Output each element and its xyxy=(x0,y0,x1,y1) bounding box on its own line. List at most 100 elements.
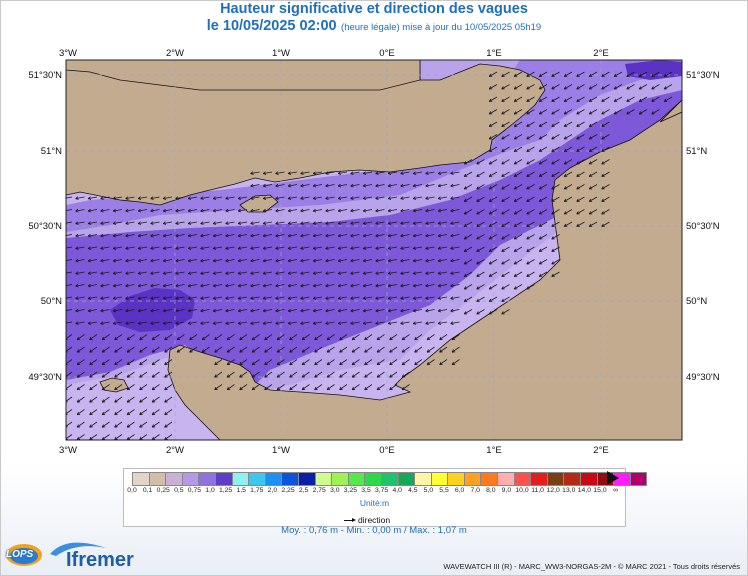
wave-arrow-head xyxy=(563,98,567,102)
wave-arrow xyxy=(489,209,498,215)
wave-arrow xyxy=(313,296,323,299)
wave-arrow-head xyxy=(387,221,391,224)
wave-arrow-head xyxy=(400,208,404,212)
wave-arrow-head xyxy=(551,123,554,127)
wave-arrow-head xyxy=(300,183,304,187)
wave-arrow xyxy=(251,334,260,341)
wave-arrow-head xyxy=(200,321,204,324)
wave-arrow-head xyxy=(400,260,404,263)
wave-arrow-head xyxy=(312,273,317,275)
wave-arrow xyxy=(288,309,298,312)
wave-arrow-head xyxy=(375,321,379,324)
wave-arrow-head xyxy=(237,248,242,250)
wave-arrow xyxy=(88,271,98,274)
wave-arrow-head xyxy=(250,173,254,175)
wave-arrow xyxy=(275,196,285,199)
wave-arrow xyxy=(464,259,473,265)
wave-arrow xyxy=(225,271,235,274)
wave-arrow-head xyxy=(125,210,129,213)
wave-arrow-head xyxy=(362,271,366,274)
wave-arrow-head xyxy=(87,233,91,237)
wave-arrow xyxy=(576,184,585,190)
wave-arrow xyxy=(350,259,360,262)
wave-arrow xyxy=(313,221,323,224)
wave-arrow-head xyxy=(389,336,392,340)
wave-arrow xyxy=(489,296,498,302)
wave-arrow xyxy=(664,71,673,77)
wave-arrow xyxy=(164,371,173,378)
wave-arrow-head xyxy=(150,248,154,250)
wave-arrow xyxy=(639,71,648,77)
wave-arrow-head xyxy=(100,235,104,238)
wave-arrow xyxy=(514,159,523,165)
wave-arrow-head xyxy=(101,374,104,378)
wave-arrow xyxy=(66,359,73,365)
wave-arrow-head xyxy=(237,323,242,325)
wave-arrow-head xyxy=(312,221,316,224)
wave-arrow-head xyxy=(276,361,279,365)
wave-arrow-head xyxy=(613,73,617,77)
wave-arrow xyxy=(275,184,285,187)
wave-arrow xyxy=(125,271,135,274)
wave-arrow-head xyxy=(137,285,142,288)
wave-arrow-head xyxy=(437,321,441,324)
wave-arrow xyxy=(250,259,260,262)
wave-arrow xyxy=(401,371,410,378)
wave-arrow xyxy=(338,171,348,174)
wave-arrow-head xyxy=(501,98,504,102)
wave-arrow xyxy=(300,234,310,237)
wave-arrow-head xyxy=(289,361,292,365)
wave-arrow-head xyxy=(100,258,104,262)
wave-arrow-head xyxy=(125,273,129,275)
wave-arrow xyxy=(238,284,248,287)
wave-arrow xyxy=(450,259,460,262)
wave-arrow-head xyxy=(387,260,392,263)
wave-arrow-head xyxy=(350,183,354,187)
wave-arrow-head xyxy=(164,336,167,340)
wave-arrow xyxy=(126,371,135,378)
scale-value: 8,0 xyxy=(486,487,496,494)
wave-arrow-head xyxy=(250,210,254,213)
wave-arrow-head xyxy=(189,336,192,340)
wave-arrow xyxy=(614,71,623,77)
wave-arrow-head xyxy=(312,246,316,249)
wave-arrow-head xyxy=(362,233,366,237)
wave-arrow xyxy=(400,309,410,312)
wave-arrow-head xyxy=(538,248,542,252)
wave-arrow xyxy=(313,246,323,249)
wave-arrow-head xyxy=(175,271,179,274)
wave-arrow-head xyxy=(137,248,142,250)
wave-arrow-head xyxy=(250,171,254,174)
wave-arrow xyxy=(363,234,373,237)
wave-arrow xyxy=(113,234,123,237)
wave-arrow xyxy=(414,334,423,341)
wave-arrow-head xyxy=(337,221,341,224)
wave-arrow xyxy=(350,221,360,224)
wave-arrow-head xyxy=(139,424,142,428)
wave-arrow xyxy=(125,296,135,299)
wave-arrow-head xyxy=(389,349,392,353)
wave-arrow-head xyxy=(125,260,129,263)
wave-arrow xyxy=(514,84,523,90)
wave-arrow xyxy=(66,196,73,199)
wave-arrow-head xyxy=(162,248,167,250)
wave-arrow xyxy=(438,321,448,324)
wave-arrow-head xyxy=(488,111,492,115)
wave-arrow xyxy=(389,371,398,378)
wave-arrow-head xyxy=(239,349,242,353)
wave-arrow xyxy=(288,321,298,324)
wave-arrow-head xyxy=(75,210,79,213)
wave-arrow-head xyxy=(237,321,241,324)
wave-arrow xyxy=(363,196,373,199)
wave-arrow xyxy=(175,284,185,287)
wave-arrow-head xyxy=(125,298,129,300)
wave-arrow xyxy=(289,371,298,378)
wave-arrow xyxy=(113,321,123,324)
wave-arrow-head xyxy=(476,223,479,227)
wave-arrow-head xyxy=(262,185,267,188)
wave-arrow-head xyxy=(588,148,592,152)
wave-arrow-head xyxy=(251,336,254,340)
wave-arrow-head xyxy=(100,273,104,275)
wave-arrow xyxy=(526,159,535,165)
wave-arrow-head xyxy=(426,336,429,340)
